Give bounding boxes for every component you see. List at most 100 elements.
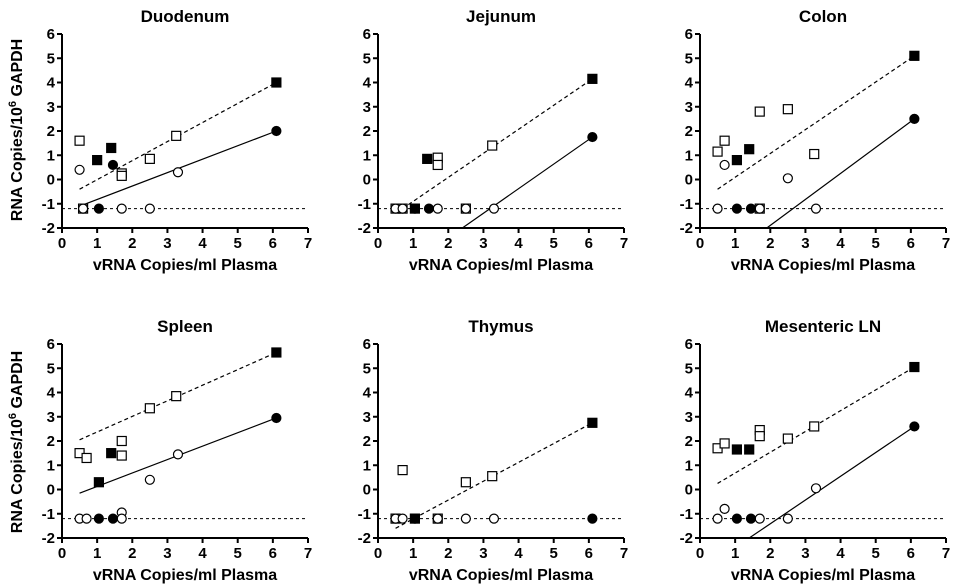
x-tick-label: 2	[444, 545, 452, 562]
x-tick-label: 0	[374, 235, 382, 252]
fit-line-solid	[461, 136, 593, 229]
filled-circle-point	[93, 513, 105, 524]
open-square-point	[144, 153, 155, 164]
open-circle-point	[144, 203, 155, 214]
open-circle-point	[81, 513, 92, 524]
x-tick-label: 4	[198, 545, 207, 562]
filled-circle-point	[107, 159, 119, 171]
open-circle-point	[144, 474, 155, 485]
open-circle-point	[782, 173, 793, 184]
y-tick-label: 0	[685, 172, 693, 189]
filled-circle-point	[731, 203, 743, 214]
open-circle-point	[460, 513, 471, 524]
filled-circle-point	[587, 131, 598, 143]
open-square-point	[397, 465, 408, 476]
x-tick-label: 6	[269, 235, 277, 252]
x-tick-label: 0	[374, 545, 382, 562]
y-tick-label: 6	[47, 26, 55, 43]
open-circle-point	[712, 203, 723, 214]
filled-square-point	[744, 444, 755, 455]
y-tick-label: -1	[680, 506, 693, 523]
open-square-point	[144, 403, 155, 414]
open-circle-point	[810, 483, 822, 494]
open-square-point	[171, 391, 182, 402]
open-square-point	[754, 431, 765, 442]
open-circle-point	[432, 513, 443, 524]
panel-mesenteric-ln: Mesenteric LN -2 -1 0 1 2 3 4 5 6 0 1 2 3 4 5 6 7 vRNA Cop…	[680, 317, 951, 584]
x-tick-label: 4	[514, 235, 523, 252]
y-tick-label: 2	[47, 123, 55, 140]
open-circle-point	[116, 513, 127, 524]
open-square-point	[432, 159, 443, 171]
filled-circle-point	[423, 203, 435, 214]
filled-circle-point	[271, 125, 282, 137]
x-tick-label: 5	[550, 235, 558, 252]
x-tick-label: 1	[409, 235, 417, 252]
open-square-point	[171, 130, 182, 141]
y-tick-label: -2	[680, 530, 693, 547]
filled-square-point	[422, 153, 433, 164]
x-axis-label: vRNA Copies/ml Plasma	[93, 567, 277, 584]
x-tick-label: 3	[479, 235, 487, 252]
open-square-point	[81, 452, 92, 464]
open-circle-point	[116, 203, 127, 214]
filled-square-point	[731, 444, 743, 455]
x-tick-label: 7	[620, 235, 628, 252]
x-tick-label: 3	[163, 545, 171, 562]
y-tick-label: -2	[42, 530, 55, 547]
x-axis-label: vRNA Copies/ml Plasma	[409, 567, 593, 584]
y-tick-label: 0	[47, 172, 55, 189]
y-tick-label: 2	[363, 433, 371, 450]
open-circle-point	[488, 513, 500, 524]
y-tick-label: 6	[47, 336, 55, 353]
x-tick-label: 7	[942, 545, 950, 562]
y-tick-label: 6	[685, 26, 693, 43]
fit-line-solid	[748, 425, 915, 539]
y-tick-label: 6	[363, 336, 371, 353]
open-square-point	[487, 140, 498, 151]
open-square-point	[782, 433, 793, 444]
panel-spleen: Spleen -2 -1 0 1 2 3 4 5 6 0 1 2 3 4 5 6 7 vRNA Copies/ml …	[42, 317, 313, 584]
filled-square-point	[93, 477, 105, 488]
y-tick-label: 1	[363, 457, 371, 474]
filled-square-point	[744, 144, 755, 155]
panel-title: Spleen	[157, 317, 213, 336]
y-tick-label: 2	[363, 123, 371, 140]
filled-square-point	[106, 448, 117, 459]
filled-square-point	[587, 417, 598, 428]
y-tick-label: 5	[47, 50, 55, 67]
open-circle-point	[172, 449, 184, 460]
y-tick-label: 3	[685, 99, 693, 116]
panel-colon: Colon -2 -1 0 1 2 3 4 5 6 0 1 2 3 4 5 6 7 vRNA Copies/ml P…	[680, 7, 951, 274]
x-tick-label: 0	[696, 545, 704, 562]
open-square-point	[809, 421, 820, 432]
filled-circle-point	[909, 421, 920, 432]
open-circle-point	[754, 203, 765, 214]
y-tick-label: 0	[685, 482, 693, 499]
open-square-point	[460, 477, 471, 488]
x-axis-label: vRNA Copies/ml Plasma	[731, 257, 915, 274]
open-circle-point	[719, 503, 730, 514]
filled-circle-point	[731, 513, 743, 524]
filled-square-point	[106, 142, 117, 154]
fit-line-dashed	[395, 422, 593, 529]
fit-line-solid	[766, 118, 915, 229]
open-square-point	[116, 450, 127, 461]
open-square-point	[782, 104, 793, 115]
filled-circle-point	[745, 513, 757, 524]
x-tick-label: 5	[872, 235, 880, 252]
y-tick-label: 3	[47, 409, 55, 426]
y-tick-label: 1	[47, 457, 55, 474]
open-square-point	[487, 471, 498, 482]
y-tick-label: 4	[47, 75, 56, 92]
filled-circle-point	[271, 412, 282, 424]
open-circle-point	[754, 513, 765, 524]
x-axis-label: vRNA Copies/ml Plasma	[731, 567, 915, 584]
y-tick-label: 4	[363, 385, 372, 402]
open-circle-point	[460, 203, 471, 214]
y-tick-label: -1	[358, 196, 371, 213]
panel-title: Jejunum	[466, 7, 536, 26]
filled-square-point	[909, 50, 920, 61]
filled-square-point	[587, 73, 598, 84]
